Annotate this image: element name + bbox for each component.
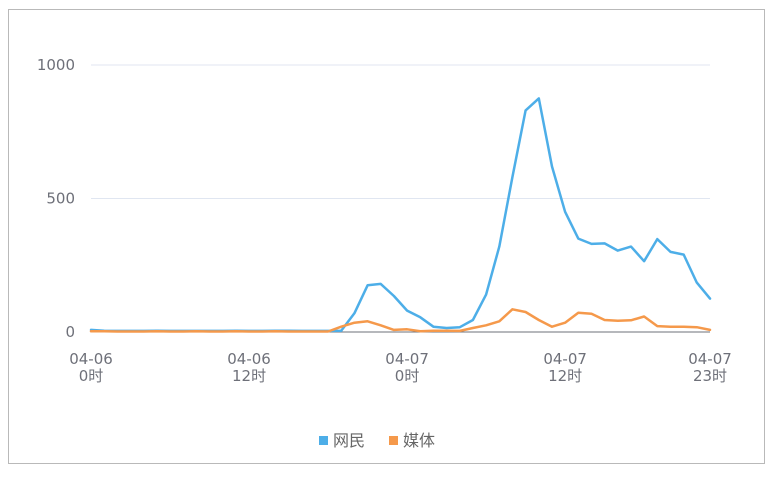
chart-frame: 0 500 1000 04-06 0时 04-06 12时 04-07 0时 04-07 12时 04… [8,9,765,464]
y-tick-label: 0 [65,323,75,341]
x-tick-label: 04-06 [227,350,271,368]
x-tick-label: 12时 [232,367,266,385]
x-tick-label: 0时 [79,367,104,385]
series-line-2 [89,308,712,333]
x-tick-label: 23时 [693,367,727,385]
x-tick-label: 04-07 [543,350,587,368]
y-tick-label: 500 [46,190,75,208]
line-chart: 0500100004-060时04-0612时04-070时04-0712时04… [37,56,732,450]
legend-swatch-1 [319,436,328,445]
legend-label-1: 网民 [333,431,365,450]
x-tick-label: 04-07 [688,350,732,368]
x-tick-label: 12时 [548,367,582,385]
x-tick-label: 0时 [395,367,420,385]
legend-label-2: 媒体 [403,431,435,450]
y-tick-label: 1000 [37,56,75,74]
x-tick-label: 04-07 [385,350,429,368]
series-line-1 [89,97,712,333]
legend-swatch-2 [389,436,398,445]
x-tick-label: 04-06 [69,350,113,368]
